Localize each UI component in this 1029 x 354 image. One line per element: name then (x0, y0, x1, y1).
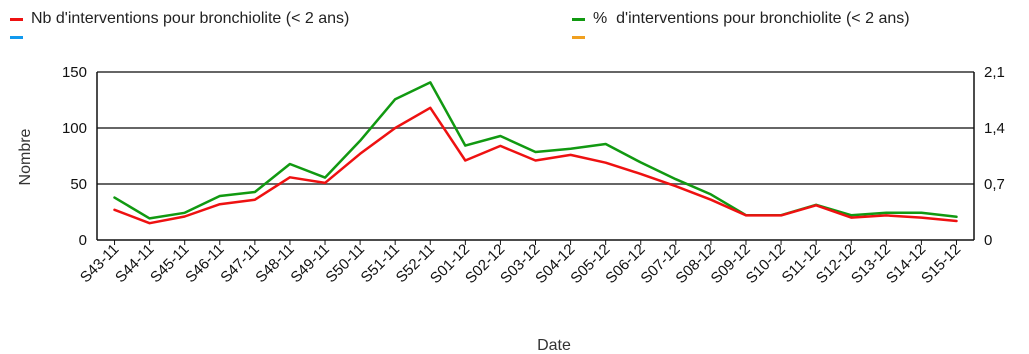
legend-swatch-orange (572, 36, 585, 39)
x-tick-label: S15-12 (918, 241, 964, 287)
y-tick-label: 50 (70, 176, 87, 193)
legend-item-nb-interventions[interactable]: Nb d'interventions pour bronchiolite (< … (10, 10, 349, 28)
y2-tick-label: 1,4 (984, 120, 1005, 137)
legend-item-orange[interactable] (572, 36, 593, 39)
legend-label-pct-interventions: % d'interventions pour bronchiolite (< 2… (593, 10, 910, 27)
axes (96, 72, 975, 245)
series-lines (113, 81, 958, 225)
y-axis-title: Nombre (17, 128, 34, 185)
legend-swatch-red (10, 17, 23, 21)
y2-tick-label: 0,7 (984, 176, 1005, 193)
y2-tick-label: 0 (984, 232, 992, 249)
x-axis-title: Date (537, 337, 571, 354)
legend-swatch-blue (10, 36, 23, 39)
x-tick-label: S44-11 (112, 241, 157, 286)
x-tick-label: S48-11 (252, 241, 297, 286)
y-tick-label: 150 (62, 64, 87, 81)
legend-item-blue[interactable] (10, 36, 31, 39)
series-line-nb-interventions (113, 106, 958, 225)
legend-label-nb-interventions: Nb d'interventions pour bronchiolite (< … (31, 10, 350, 27)
series-line-pct-interventions (113, 81, 958, 220)
x-tick-label: S45-11 (147, 241, 192, 286)
x-tick-label: S50-11 (322, 241, 367, 286)
y-tick-label: 100 (62, 120, 87, 137)
x-tick-label: S51-11 (358, 241, 403, 286)
x-tick-label: S46-11 (182, 241, 227, 286)
grid-lines (97, 71, 974, 185)
legend-swatch-green (572, 17, 585, 21)
y-tick-label: 0 (79, 232, 87, 249)
y2-tick-label: 2,1 (984, 64, 1005, 81)
x-tick-label: S47-11 (217, 241, 262, 286)
legend-item-pct-interventions[interactable]: % d'interventions pour bronchiolite (< 2… (572, 10, 910, 28)
x-tick-label: S49-11 (287, 241, 332, 286)
x-tick-label: S10-12 (743, 241, 789, 287)
